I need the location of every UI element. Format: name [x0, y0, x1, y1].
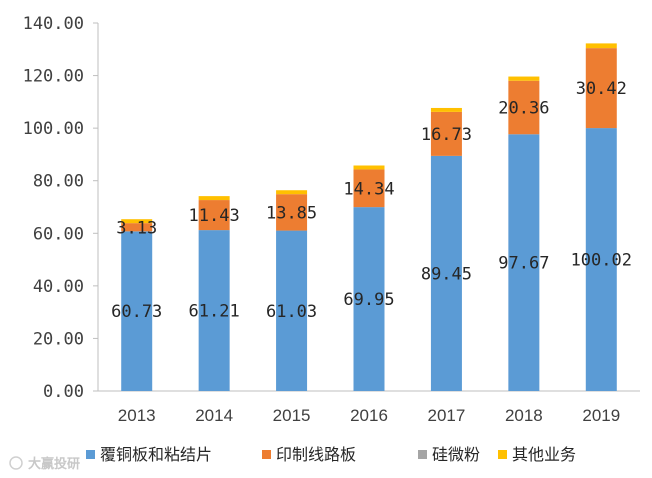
data-label: 100.02: [571, 251, 632, 271]
x-tick-label: 2015: [273, 406, 311, 425]
chart-data-labels: 60.73 3.13 61.21 11.43 61.03 13.85 69.95 14.34 8…: [111, 79, 632, 322]
bar-segment: [198, 196, 230, 201]
bar-segment: [508, 80, 540, 135]
y-tick-label: 40.00: [33, 277, 84, 297]
chart-bars: [121, 43, 617, 392]
bar-segment: [585, 43, 617, 49]
data-label: 69.95: [343, 290, 394, 310]
data-label: 89.45: [421, 264, 472, 284]
bar-segment: [353, 165, 385, 170]
bar-segment: [353, 169, 385, 208]
bar-segment: [198, 230, 230, 391]
legend-swatch: [262, 450, 271, 459]
data-label: 97.67: [498, 254, 549, 274]
y-tick-label: 100.00: [23, 119, 84, 139]
y-tick-label: 20.00: [33, 329, 84, 349]
bar-segment: [430, 155, 462, 391]
legend-label: 硅微粉: [432, 445, 480, 464]
bar-segment: [508, 76, 540, 81]
bar-segment: [585, 128, 617, 392]
data-label: 60.73: [111, 302, 162, 322]
watermark-text: 大赢投研: [28, 456, 80, 472]
y-tick-label: 0.00: [43, 382, 84, 402]
bar-segment: [430, 107, 462, 112]
bar-segment: [121, 223, 153, 232]
bar-segment: [276, 230, 308, 391]
chart-legend: 覆铜板和粘结片 印制线路板 硅微粉 其他业务: [86, 445, 576, 464]
bar-segment: [121, 219, 153, 224]
data-label: 61.03: [266, 302, 317, 322]
data-label: 14.34: [343, 179, 394, 199]
legend-swatch: [418, 450, 427, 459]
x-tick-label: 2017: [428, 406, 466, 425]
x-tick-label: 2013: [118, 406, 156, 425]
bar-segment: [585, 48, 617, 129]
y-tick-label: 80.00: [33, 172, 84, 192]
data-label: 61.21: [189, 302, 240, 322]
data-label: 13.85: [266, 203, 317, 223]
y-tick-label: 120.00: [23, 67, 84, 87]
data-label: 20.36: [498, 99, 549, 119]
y-tick-label: 140.00: [23, 14, 84, 34]
legend-label: 其他业务: [512, 445, 576, 464]
data-label: 11.43: [189, 206, 240, 226]
watermark: 大赢投研: [9, 456, 80, 472]
bar-segment: [430, 111, 462, 156]
watermark-logo-icon: [9, 456, 23, 470]
bar-segment: [198, 200, 230, 231]
chart-axes: 0.00 20.00 40.00 60.00 80.00 100.00 120.00 140.…: [23, 14, 640, 425]
legend-label: 印制线路板: [276, 445, 356, 464]
x-tick-label: 2014: [195, 406, 233, 425]
legend-label: 覆铜板和粘结片: [100, 445, 212, 464]
data-label: 16.73: [421, 125, 472, 145]
y-tick-label: 60.00: [33, 224, 84, 244]
bar-segment: [276, 194, 308, 231]
bar-segment: [276, 190, 308, 195]
legend-swatch: [86, 450, 95, 459]
bar-segment: [121, 231, 153, 391]
bar-segment: [508, 134, 540, 391]
bar-segment: [353, 207, 385, 391]
data-label: 3.13: [116, 218, 157, 238]
legend-swatch: [498, 450, 507, 459]
x-tick-label: 2019: [582, 406, 620, 425]
x-tick-label: 2018: [505, 406, 543, 425]
data-label: 30.42: [576, 79, 627, 99]
x-tick-label: 2016: [350, 406, 388, 425]
